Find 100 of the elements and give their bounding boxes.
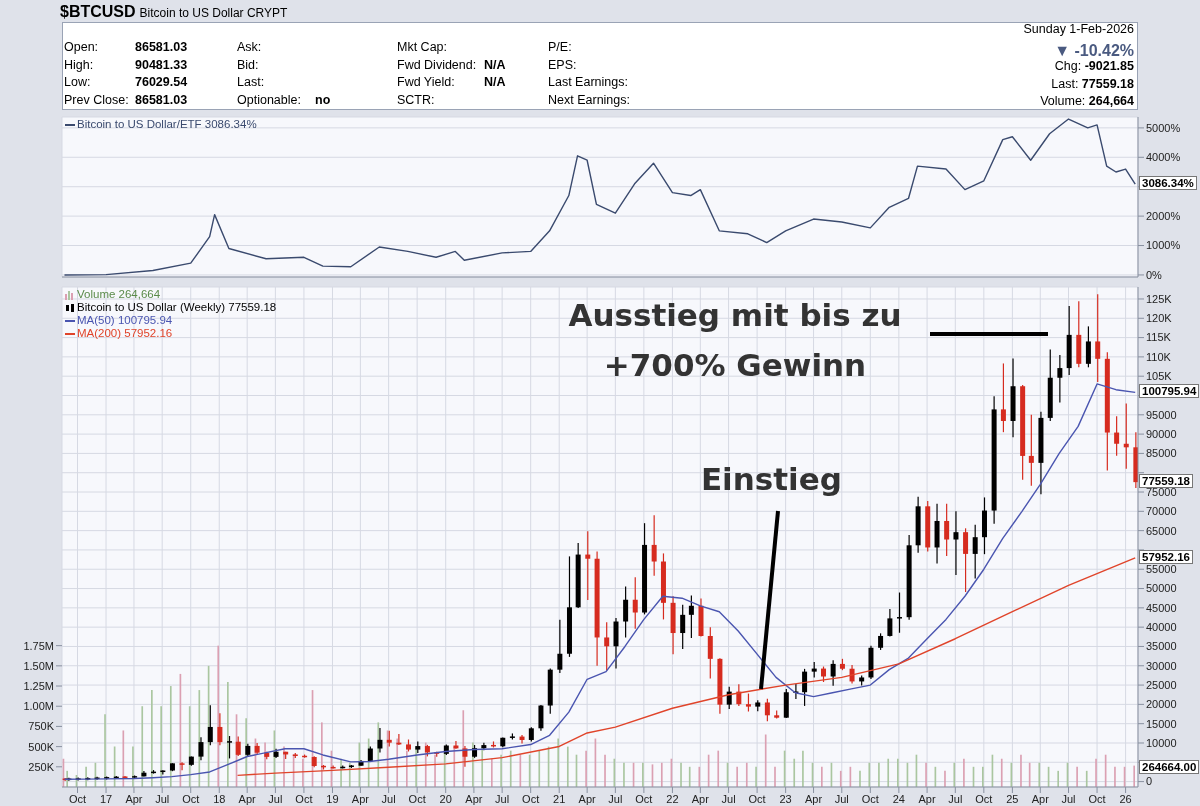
y-tick-label: 10000 xyxy=(1146,736,1177,749)
y-tick-label: 15000 xyxy=(1146,717,1177,730)
text: Volume: 264,664 xyxy=(1040,94,1134,108)
x-tick-label: 26 xyxy=(1119,792,1132,805)
x-tick-label: Apr xyxy=(578,792,597,805)
x-tick-label: Apr xyxy=(918,792,936,805)
text: Low: 76029.54 xyxy=(64,75,188,89)
x-tick-label: 25 xyxy=(1006,792,1019,805)
annotation: Einstieg xyxy=(699,459,843,499)
y2-tick-label: 250K xyxy=(28,760,55,773)
y2-tick-label: 1.50M xyxy=(23,659,54,672)
legend-label: MA(50) 100795.94 xyxy=(77,314,173,327)
text: Chg: -9021.85 xyxy=(1054,59,1134,73)
y-tick-label: 115K xyxy=(1146,331,1172,344)
y-tick-label: 30000 xyxy=(1146,659,1177,672)
text: Open: 86581.03 xyxy=(64,40,188,54)
x-tick-label: 23 xyxy=(779,792,792,805)
x-tick-label: Jul xyxy=(495,792,510,805)
x-tick-label: 22 xyxy=(666,792,679,805)
annotation: 3086.34% xyxy=(1139,176,1197,191)
y-tick-label: 110K xyxy=(1146,350,1172,363)
x-tick-label: Oct xyxy=(522,792,540,805)
y-tick-label: 2000% xyxy=(1146,210,1181,223)
x-tick-label: Apr xyxy=(351,792,370,805)
x-tick-label: Oct xyxy=(861,792,879,805)
y-tick-label: 70000 xyxy=(1146,505,1177,518)
y-tick-label: 40000 xyxy=(1146,621,1177,634)
text: Fwd Yield: N/A xyxy=(397,75,506,89)
x-tick-label: Jul xyxy=(721,792,736,805)
y-tick-label: 85000 xyxy=(1146,447,1177,460)
y-tick-label: 65000 xyxy=(1146,524,1177,537)
text: P/E: xyxy=(548,40,572,54)
x-tick-label: 20 xyxy=(439,792,452,805)
text: 264664.00 xyxy=(1139,760,1200,774)
x-tick-label: Jul xyxy=(834,792,849,805)
x-tick-label: Oct xyxy=(182,792,200,805)
x-tick-label: Oct xyxy=(295,792,313,805)
x-tick-label: 19 xyxy=(326,792,339,805)
y-tick-label: 0% xyxy=(1146,268,1163,281)
x-tick-label: 17 xyxy=(99,792,113,805)
text: Prev Close: 86581.03 xyxy=(64,92,188,107)
annotation: Ausstieg mit bis zu +700% Gewinn xyxy=(567,296,903,385)
x-tick-label: Jul xyxy=(1061,792,1076,805)
text: Ask: xyxy=(237,40,262,54)
x-tick-label: 24 xyxy=(892,792,905,805)
x-tick-label: Oct xyxy=(408,792,426,805)
x-tick-label: Apr xyxy=(238,792,257,805)
x-tick-label: Oct xyxy=(975,792,993,805)
text: Bid: xyxy=(237,57,259,72)
x-tick-label: Jul xyxy=(381,792,396,805)
text: Next Earnings: xyxy=(548,92,630,107)
y-tick-label: 0 xyxy=(1146,775,1153,788)
x-tick-label: Apr xyxy=(804,792,823,805)
legend-label: MA(200) 57952.16 xyxy=(77,327,173,340)
y-tick-label: 105K xyxy=(1146,370,1173,383)
y-tick-label: 90000 xyxy=(1146,428,1177,441)
text: High: 90481.33 xyxy=(64,57,188,72)
x-tick-label: Jul xyxy=(608,792,623,805)
text: Last: 77559.18 xyxy=(1051,76,1134,91)
y-tick-label: 1000% xyxy=(1146,239,1181,252)
x-tick-label: Jul xyxy=(268,792,283,805)
x-tick-label: Apr xyxy=(125,792,143,805)
y2-tick-label: 1.00M xyxy=(23,700,54,713)
x-tick-label: Jul xyxy=(155,792,170,805)
y-tick-label: 50000 xyxy=(1146,582,1177,595)
y2-tick-label: 1.75M xyxy=(23,639,54,652)
text: EPS: xyxy=(548,57,577,72)
text: SCTR: xyxy=(397,92,435,107)
y-tick-label: 125K xyxy=(1146,292,1173,305)
x-tick-label: Oct xyxy=(635,792,653,805)
y2-tick-label: 1.25M xyxy=(23,679,54,692)
y-tick-label: 20000 xyxy=(1146,698,1177,711)
legend-label: Volume 264,664 xyxy=(77,288,161,301)
x-tick-label: Oct xyxy=(748,792,766,805)
y-tick-label: 95000 xyxy=(1146,408,1177,421)
y-tick-label: 5000% xyxy=(1146,121,1181,134)
x-tick-label: 18 xyxy=(213,792,226,805)
y-tick-label: 35000 xyxy=(1146,640,1177,653)
text: ▼ -10.42% xyxy=(1054,41,1134,59)
y-tick-label: 120K xyxy=(1146,312,1173,325)
x-tick-label: Jul xyxy=(948,792,963,805)
x-tick-label: Apr xyxy=(465,792,483,805)
text: Last Earnings: xyxy=(548,75,628,89)
y-tick-label: 45000 xyxy=(1146,601,1177,614)
annotation: 77559.18 xyxy=(1139,474,1193,489)
x-tick-label: Oct xyxy=(68,792,87,805)
text: Optionable: no xyxy=(237,92,331,107)
annotation: 100795.94 xyxy=(1139,384,1200,399)
text: $BTCUSD xyxy=(60,3,136,20)
text: Sunday 1-Feb-2026 xyxy=(1023,22,1134,36)
y-tick-label: 55000 xyxy=(1146,563,1177,576)
text: Fwd Dividend: N/A xyxy=(397,57,506,72)
annotation: 57952.16 xyxy=(1139,549,1193,564)
x-tick-label: Apr xyxy=(1031,792,1050,805)
y2-tick-label: 500K xyxy=(28,740,55,753)
legend-label: Bitcoin to US Dollar (Weekly) 77559.18 xyxy=(77,301,277,314)
legend-label: Bitcoin to US Dollar/ETF 3086.34% xyxy=(77,118,257,131)
x-tick-label: Oct xyxy=(1088,792,1106,805)
x-tick-label: Apr xyxy=(691,792,710,805)
text: Last: xyxy=(237,75,265,89)
